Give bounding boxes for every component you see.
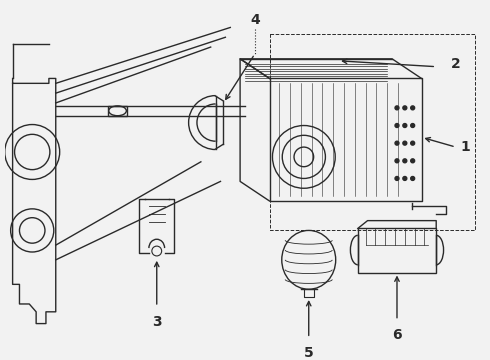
- Bar: [108, 106, 127, 116]
- Text: 6: 6: [392, 328, 402, 342]
- Circle shape: [395, 141, 399, 145]
- Text: 2: 2: [451, 57, 461, 71]
- Circle shape: [411, 123, 415, 127]
- Circle shape: [411, 176, 415, 180]
- Circle shape: [403, 141, 407, 145]
- Circle shape: [411, 159, 415, 163]
- Bar: [358, 229, 436, 273]
- Circle shape: [395, 159, 399, 163]
- Text: 3: 3: [152, 315, 162, 329]
- Circle shape: [395, 106, 399, 110]
- Circle shape: [395, 176, 399, 180]
- Circle shape: [411, 106, 415, 110]
- Circle shape: [403, 176, 407, 180]
- Text: 5: 5: [304, 346, 314, 360]
- Text: 4: 4: [250, 13, 260, 27]
- Circle shape: [403, 106, 407, 110]
- Text: 1: 1: [461, 140, 470, 154]
- Circle shape: [403, 159, 407, 163]
- Circle shape: [403, 123, 407, 127]
- Circle shape: [411, 141, 415, 145]
- Circle shape: [395, 123, 399, 127]
- Bar: [270, 34, 475, 230]
